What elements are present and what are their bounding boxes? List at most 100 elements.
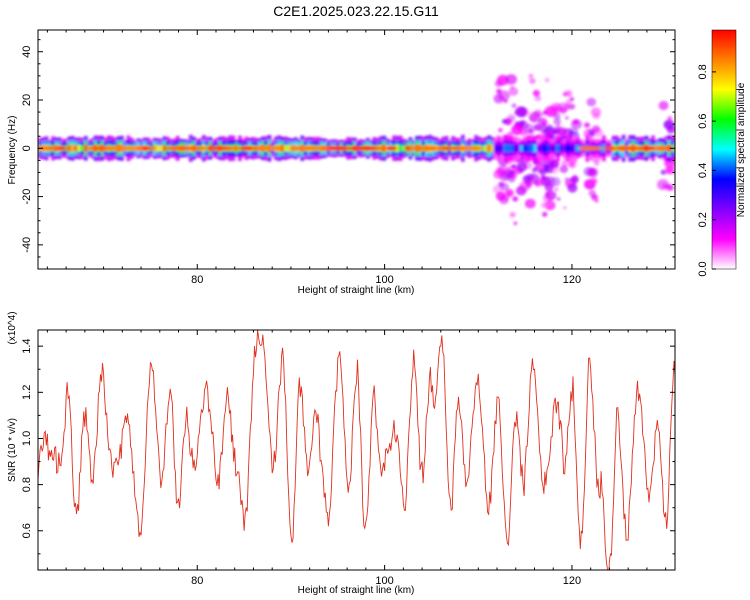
spectrogram-scatter-blob [543, 120, 549, 125]
spectrogram-band-peak [293, 146, 330, 151]
snr-y-tick-label: 1.0 [21, 431, 33, 446]
spectrogram-scatter-blob [501, 118, 508, 124]
spectrogram-band-core [526, 144, 531, 153]
spectrogram-scatter-blob [524, 124, 536, 135]
spectrogram-scatter-blob [568, 127, 579, 137]
snr-x-axis-label: Height of straight line (km) [298, 585, 415, 596]
spectrogram-scatter-blob [512, 196, 519, 202]
spectrogram-band-core [493, 144, 498, 152]
spectrogram-y-tick-label: -20 [21, 189, 33, 205]
spectrogram-scatter-blob [590, 177, 598, 185]
spectrogram-band-peak [613, 146, 641, 151]
colorbar-tick-label: 0.2 [697, 212, 709, 227]
spectrogram-band-peak [603, 146, 616, 151]
spectrogram-scatter-blob [666, 125, 675, 134]
spectrogram-scatter-blob [505, 74, 517, 85]
spectrogram-scatter-blob [534, 95, 542, 102]
spectrogram-scatter-blob [665, 165, 675, 175]
spectrogram-band-core [536, 146, 541, 151]
spectrogram-scatter-blob [498, 90, 510, 101]
spectrogram-scatter-blob [660, 169, 667, 175]
spectrogram-band-core [549, 145, 554, 151]
spectrogram-band-core [539, 145, 544, 152]
spectrogram-scatter-blob [553, 113, 561, 120]
spectrogram-scatter-blob [507, 131, 513, 137]
spectrogram-band-core [287, 145, 292, 152]
spectrogram-scatter-blob [586, 97, 597, 107]
spectrogram-band-core [569, 145, 573, 152]
colorbar-tick-label: 0.6 [697, 114, 709, 129]
spectrogram-band-core [506, 144, 511, 152]
snr-y-tick-label: 1.4 [21, 339, 33, 354]
spectrogram-scatter-blob [559, 165, 569, 174]
spectrogram-scatter-blob [557, 127, 567, 136]
spectrogram-scatter-blob [594, 198, 599, 203]
spectrogram-scatter-blob [544, 77, 550, 83]
spectrogram-y-tick-label: 40 [21, 46, 33, 58]
spectrogram-band-core [487, 144, 492, 153]
spectrogram-band-peak [105, 146, 144, 151]
spectrogram-scatter-blob [562, 91, 568, 97]
spectrogram-band-core [77, 145, 82, 152]
colorbar-strip [711, 29, 737, 270]
spectrogram-band-peak [456, 146, 485, 151]
spectrogram-scatter-blob [570, 175, 579, 184]
spectrogram-band-peak [641, 146, 655, 151]
spectrogram-scatter-blob [666, 184, 674, 191]
spectrogram-scatter-blob [556, 197, 561, 201]
spectrogram-band-peak [412, 146, 444, 151]
spectrogram-band-core [401, 145, 406, 152]
spectrogram-band-core [497, 144, 501, 153]
spectrogram-scatter-blob [511, 103, 517, 108]
spectrogram-x-axis-label: Height of straight line (km) [298, 285, 415, 296]
colorbar-ticks: 0.0 0.2 0.4 0.6 0.8 [697, 64, 716, 277]
spectrogram-band-core [500, 145, 505, 152]
spectrogram-scatter-blob [658, 100, 669, 111]
spectrogram-scatter-blob [495, 191, 506, 201]
spectrogram-scatter-blob [550, 102, 563, 114]
spectrogram-scatter-blob [657, 179, 669, 191]
spectrogram-scatter-blob [512, 129, 518, 135]
figure-title: C2E1.2025.023.22.15.G11 [273, 3, 439, 19]
spectrogram-band-core [510, 144, 514, 152]
snr-x-tick-label: 120 [563, 575, 581, 587]
spectrogram-band-core [80, 145, 85, 152]
spectrogram-scatter-blob [538, 124, 548, 134]
spectrogram-scatter-blob [584, 122, 590, 128]
spectrogram-band-core [529, 144, 534, 152]
snr-axes: 80 100 120 0.6 0.8 1.0 1.2 1.4 [21, 330, 675, 587]
snr-marks [38, 330, 675, 570]
spectrogram-scatter-blob [544, 200, 556, 211]
spectrogram-panel: 80 100 120 -40 -20 0 20 40 Height of straight l… [7, 29, 676, 296]
spectrogram-scatter-blob [563, 103, 571, 110]
spectrogram-band-core [290, 145, 295, 152]
snr-y-tick-label: 0.6 [21, 523, 33, 538]
spectrogram-scatter-blob [561, 159, 570, 167]
spectrogram-scatter-blob [515, 106, 528, 118]
spectrogram-scatter-blob [667, 116, 673, 121]
spectrogram-scatter-blob [498, 181, 504, 187]
spectrogram-band-peak [250, 146, 284, 151]
spectrogram-band-peak [168, 146, 207, 151]
snr-plot-area [38, 330, 675, 570]
spectrogram-scatter-blob [509, 211, 516, 218]
spectrogram-band-core [162, 144, 167, 152]
spectrogram-band-core [520, 145, 524, 151]
colorbar-tick-label: 0.4 [697, 163, 709, 178]
spectrogram-band-core [542, 144, 547, 153]
spectrogram-scatter-blob [498, 128, 503, 133]
spectrogram-band-core [395, 144, 400, 152]
spectrogram-band-core [572, 144, 577, 153]
spectrogram-band-core [533, 144, 537, 152]
spectrogram-band-peak [385, 146, 398, 151]
spectrogram-band-core [516, 145, 521, 152]
spectrogram-band-peak [577, 146, 603, 151]
spectrogram-scatter-blob [528, 73, 534, 78]
colorbar-label: Normalized spectral amplitude [736, 82, 747, 217]
spectrogram-band-core [490, 144, 495, 152]
spectrogram-scatter-blob [492, 184, 503, 194]
snr-x-tick-label: 100 [375, 575, 393, 587]
spectrogram-band-peak [345, 146, 377, 151]
snr-y-tick-label: 0.8 [21, 477, 33, 492]
